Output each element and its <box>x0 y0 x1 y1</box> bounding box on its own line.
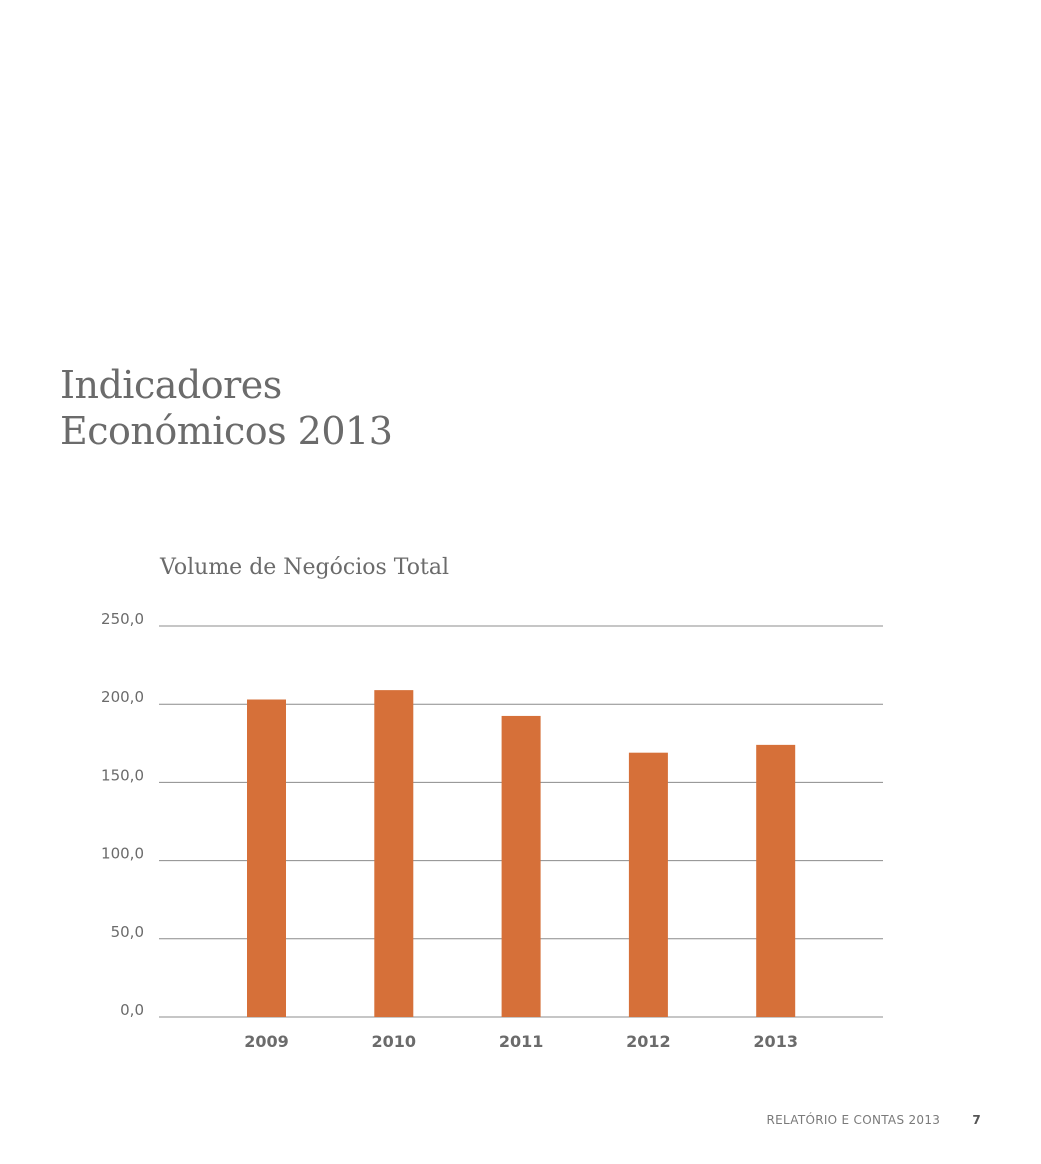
y-tick-label: 150,0 <box>101 766 144 784</box>
x-tick-label: 2009 <box>244 1032 289 1051</box>
page-heading-line-1: Indicadores <box>60 363 282 407</box>
bar-2010 <box>374 690 414 1017</box>
bars <box>247 690 796 1017</box>
y-tick-label: 250,0 <box>101 610 144 628</box>
page-footer: RELATÓRIO E CONTAS 2013 7 <box>766 1113 981 1127</box>
x-tick-label: 2013 <box>753 1032 798 1051</box>
bar-2012 <box>628 752 668 1017</box>
x-tick-label: 2010 <box>372 1032 417 1051</box>
y-tick-label: 100,0 <box>101 845 144 863</box>
page-heading-line-2: Económicos 2013 <box>60 409 393 453</box>
x-tick-label: 2011 <box>499 1032 544 1051</box>
y-axis-tick-labels: 0,0 50,0 100,0 150,0 200,0 250,0 <box>101 610 144 1019</box>
page-number: 7 <box>972 1113 981 1127</box>
chart-title: Volume de Negócios Total <box>160 555 449 580</box>
x-tick-label: 2012 <box>626 1032 671 1051</box>
page-heading: Indicadores Económicos 2013 <box>60 362 393 454</box>
bar-2011 <box>501 715 541 1017</box>
x-axis-tick-labels: 2009 2010 2011 2012 2013 <box>244 1032 798 1051</box>
report-label: RELATÓRIO E CONTAS 2013 <box>766 1113 941 1127</box>
bar-2009 <box>247 699 286 1017</box>
bar-2013 <box>756 744 796 1017</box>
y-tick-label: 0,0 <box>120 1001 144 1019</box>
y-tick-label: 200,0 <box>101 688 144 706</box>
y-tick-label: 50,0 <box>111 923 144 941</box>
